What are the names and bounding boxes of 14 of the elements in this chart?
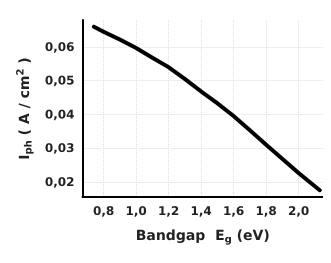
- x-tick-label: 1,8: [255, 204, 277, 218]
- line-series: [92, 24, 322, 192]
- x-tick-label: 1,2: [158, 204, 180, 218]
- x-tick-label: 0,8: [93, 204, 114, 218]
- x-tick-label: 1,6: [222, 204, 244, 218]
- x-tick-label: 1,0: [126, 204, 147, 218]
- y-axis-title: Iph ( A / cm2 ): [16, 57, 34, 160]
- y-tick-label: 0,05: [44, 74, 75, 88]
- y-tick-label: 0,03: [44, 141, 75, 156]
- y-tick-label: 0,04: [44, 107, 75, 122]
- x-tick-label: 2,0: [288, 204, 310, 218]
- y-tick-label: 0,06: [44, 40, 75, 54]
- y-tick-label: 0,02: [44, 174, 75, 189]
- x-tick-label: 1,4: [190, 204, 212, 218]
